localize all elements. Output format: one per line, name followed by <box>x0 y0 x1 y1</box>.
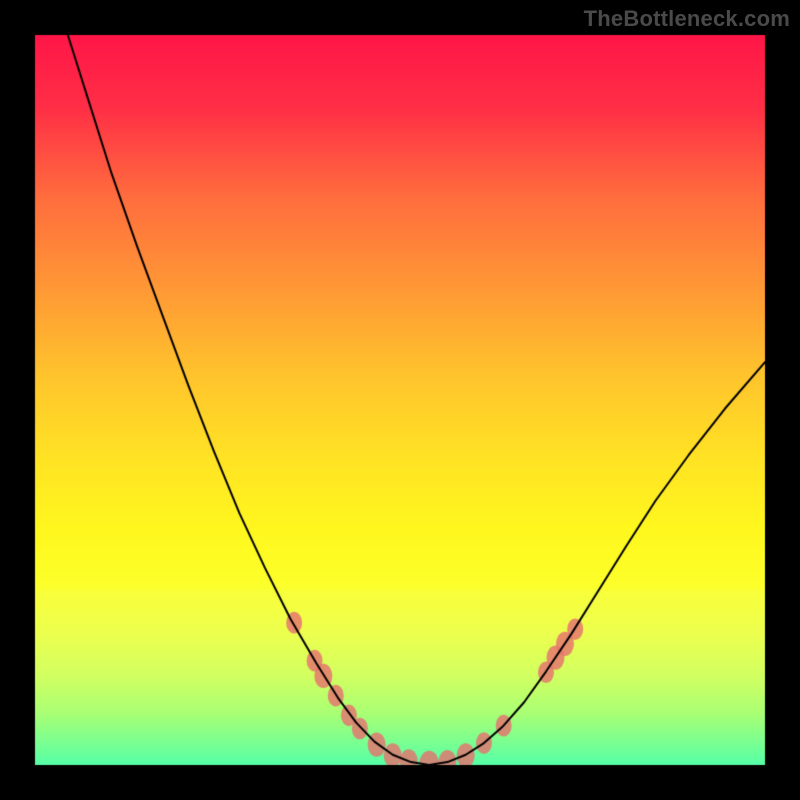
watermark-text: TheBottleneck.com <box>584 6 790 32</box>
bottleneck-chart-canvas <box>0 0 800 800</box>
chart-frame: TheBottleneck.com <box>0 0 800 800</box>
